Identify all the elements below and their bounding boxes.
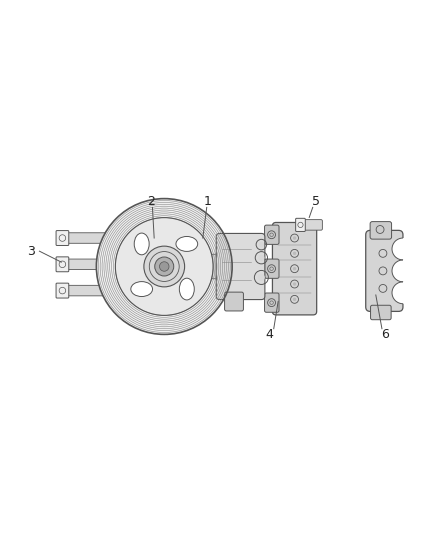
Circle shape (293, 236, 296, 240)
Text: 2: 2 (147, 195, 155, 208)
Circle shape (392, 282, 414, 304)
Text: 1: 1 (204, 195, 212, 208)
FancyBboxPatch shape (216, 233, 265, 300)
FancyBboxPatch shape (371, 305, 391, 320)
Circle shape (392, 260, 414, 282)
FancyBboxPatch shape (56, 283, 69, 298)
FancyBboxPatch shape (67, 285, 113, 296)
Text: 4: 4 (265, 328, 273, 341)
FancyBboxPatch shape (56, 257, 69, 272)
Circle shape (293, 282, 296, 286)
Circle shape (259, 242, 264, 247)
Circle shape (96, 199, 232, 334)
Text: 5: 5 (312, 195, 320, 208)
FancyBboxPatch shape (265, 225, 279, 245)
Ellipse shape (179, 278, 194, 300)
FancyBboxPatch shape (303, 220, 322, 230)
Circle shape (293, 252, 296, 255)
FancyBboxPatch shape (370, 222, 392, 239)
FancyBboxPatch shape (209, 254, 225, 279)
Circle shape (258, 274, 265, 281)
Ellipse shape (176, 237, 198, 252)
FancyBboxPatch shape (225, 292, 244, 311)
Text: 3: 3 (27, 245, 35, 257)
FancyBboxPatch shape (67, 233, 113, 243)
Circle shape (293, 267, 296, 270)
FancyBboxPatch shape (265, 293, 279, 312)
FancyBboxPatch shape (272, 222, 317, 315)
Circle shape (155, 257, 174, 276)
FancyBboxPatch shape (366, 230, 403, 311)
Circle shape (159, 262, 169, 271)
FancyBboxPatch shape (67, 259, 113, 270)
Circle shape (293, 297, 296, 301)
Circle shape (392, 238, 414, 260)
FancyBboxPatch shape (296, 219, 305, 231)
Circle shape (258, 255, 265, 261)
FancyBboxPatch shape (56, 231, 69, 246)
Ellipse shape (131, 281, 152, 296)
Ellipse shape (134, 233, 149, 255)
FancyBboxPatch shape (265, 259, 279, 278)
Circle shape (144, 246, 184, 287)
Circle shape (116, 218, 212, 315)
Text: 6: 6 (381, 328, 389, 341)
